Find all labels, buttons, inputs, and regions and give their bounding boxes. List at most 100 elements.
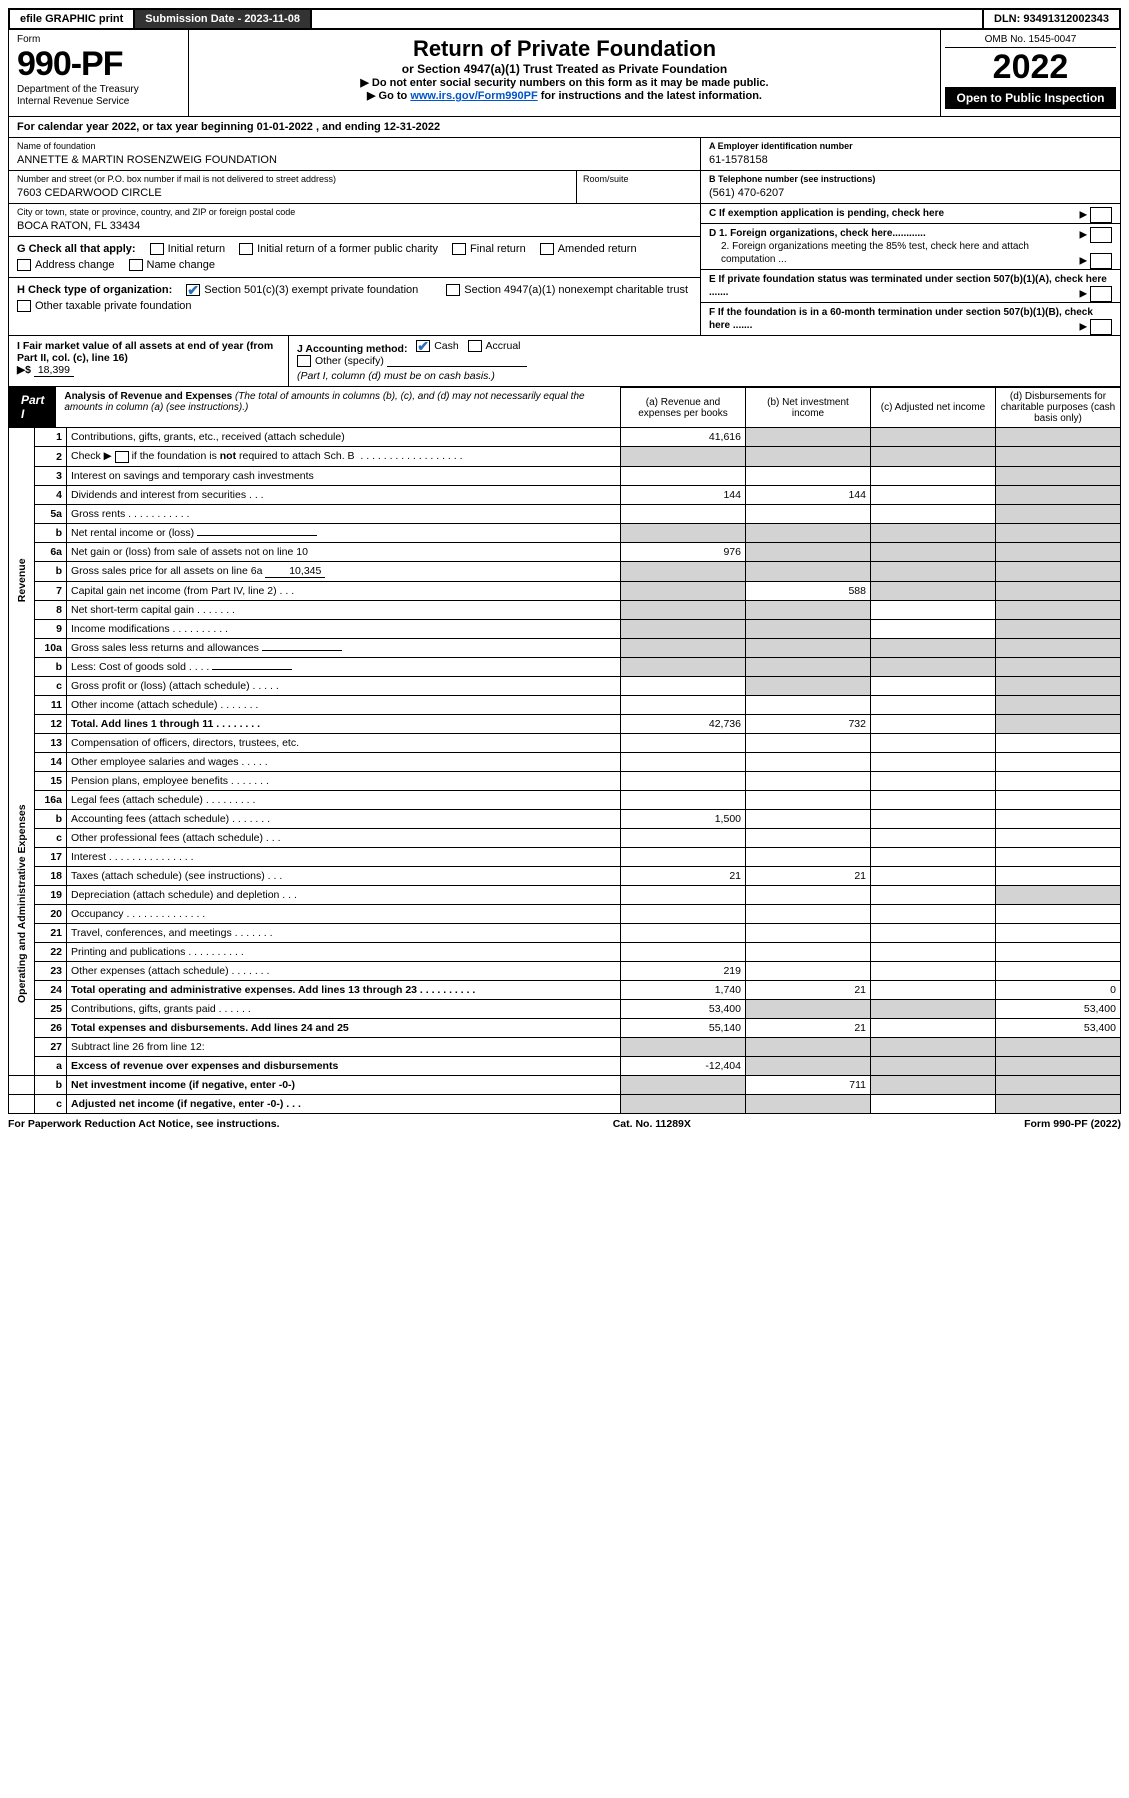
g-amended-return[interactable]: Amended return [540,243,637,255]
g-initial-return[interactable]: Initial return [150,243,225,255]
footer-left: For Paperwork Reduction Act Notice, see … [8,1118,280,1130]
foundation-name-cell: Name of foundation ANNETTE & MARTIN ROSE… [9,138,700,171]
h-other-taxable[interactable]: Other taxable private foundation [17,300,192,312]
note2-post: for instructions and the latest informat… [538,90,762,102]
tax-year: 2022 [945,48,1116,87]
row-21: 21Travel, conferences, and meetings . . … [9,923,1121,942]
row10b-input[interactable] [212,669,292,670]
e-cell: E If private foundation status was termi… [701,270,1120,303]
open-to-public: Open to Public Inspection [945,87,1116,109]
form-header: Form 990-PF Department of the Treasury I… [8,30,1121,117]
row10a-input[interactable] [262,650,342,651]
part1-header-row: Part I Analysis of Revenue and Expenses … [9,387,1121,428]
row-10a: 10a Gross sales less returns and allowan… [9,638,1121,657]
footer-mid: Cat. No. 11289X [613,1118,691,1130]
phone-label: B Telephone number (see instructions) [709,174,1112,186]
submission-date: Submission Date - 2023-11-08 [135,10,312,28]
col-d-header: (d) Disbursements for charitable purpose… [996,387,1121,428]
d1-checkbox[interactable] [1090,227,1112,243]
c-label: C If exemption application is pending, c… [709,208,944,219]
h-4947[interactable]: Section 4947(a)(1) nonexempt charitable … [446,284,688,296]
address: 7603 CEDARWOOD CIRCLE [17,186,576,200]
phone-value: (561) 470-6207 [709,186,1112,200]
d1-label: D 1. Foreign organizations, check here..… [709,228,926,239]
e-checkbox[interactable] [1090,286,1112,302]
phone-cell: B Telephone number (see instructions) (5… [701,171,1120,204]
row-27a: a Excess of revenue over expenses and di… [9,1056,1121,1075]
form-note-2: ▶ Go to www.irs.gov/Form990PF for instru… [199,89,930,102]
g-final-return[interactable]: Final return [452,243,526,255]
g-name-change[interactable]: Name change [129,259,216,271]
col-c-header: (c) Adjusted net income [871,387,996,428]
row-6a: 6a Net gain or (loss) from sale of asset… [9,542,1121,561]
row-26: 26 Total expenses and disbursements. Add… [9,1018,1121,1037]
d2-label: 2. Foreign organizations meeting the 85%… [721,241,1029,265]
row-16c: cOther professional fees (attach schedul… [9,828,1121,847]
row-1: Revenue 1 Contributions, gifts, grants, … [9,428,1121,447]
i-j-row: I Fair market value of all assets at end… [8,336,1121,387]
form-note-1: ▶ Do not enter social security numbers o… [199,76,930,89]
row5b-input[interactable] [197,535,317,536]
addr-label: Number and street (or P.O. box number if… [17,174,576,186]
g-initial-former[interactable]: Initial return of a former public charit… [239,243,438,255]
dept-irs: Internal Revenue Service [17,96,180,108]
footer-right: Form 990-PF (2022) [1024,1118,1121,1130]
f-checkbox[interactable] [1090,319,1112,335]
city-cell: City or town, state or province, country… [9,204,700,237]
f-cell: F If the foundation is in a 60-month ter… [701,303,1120,335]
d-cell: D 1. Foreign organizations, check here..… [701,224,1120,270]
row6b-value: 10,345 [265,565,325,578]
h-501c3[interactable]: Section 501(c)(3) exempt private foundat… [186,284,418,296]
form-subtitle: or Section 4947(a)(1) Trust Treated as P… [199,62,930,76]
row-15: 15Pension plans, employee benefits . . .… [9,771,1121,790]
row-12: 12 Total. Add lines 1 through 11 . . . .… [9,714,1121,733]
j-other[interactable]: Other (specify) [297,355,384,367]
instructions-link[interactable]: www.irs.gov/Form990PF [410,90,537,102]
row-16a: 16aLegal fees (attach schedule) . . . . … [9,790,1121,809]
col-b-header: (b) Net investment income [746,387,871,428]
row-4: 4 Dividends and interest from securities… [9,485,1121,504]
e-label: E If private foundation status was termi… [709,274,1107,298]
row-9: 9 Income modifications . . . . . . . . .… [9,619,1121,638]
row-11: 11 Other income (attach schedule) . . . … [9,695,1121,714]
row-8: 8 Net short-term capital gain . . . . . … [9,600,1121,619]
i-label: I Fair market value of all assets at end… [17,340,273,364]
j-cash[interactable]: Cash [416,340,459,352]
row-22: 22Printing and publications . . . . . . … [9,942,1121,961]
c-checkbox[interactable] [1090,207,1112,223]
row-25: 25Contributions, gifts, grants paid . . … [9,999,1121,1018]
calendar-year-line: For calendar year 2022, or tax year begi… [8,117,1121,138]
row-18: 18Taxes (attach schedule) (see instructi… [9,866,1121,885]
efile-label[interactable]: efile GRAPHIC print [10,10,135,28]
dept-treasury: Department of the Treasury [17,84,180,96]
row-20: 20Occupancy . . . . . . . . . . . . . . [9,904,1121,923]
i-arrow: ▶$ [17,364,31,376]
row-6b: b Gross sales price for all assets on li… [9,561,1121,581]
row2-checkbox[interactable] [115,451,129,463]
row-10b: b Less: Cost of goods sold . . . . [9,657,1121,676]
d2-checkbox[interactable] [1090,253,1112,269]
note2-pre: ▶ Go to [367,90,410,102]
row-27b: b Net investment income (if negative, en… [9,1075,1121,1094]
row-2: 2 Check ▶ if the foundation is not requi… [9,447,1121,466]
g-address-change[interactable]: Address change [17,259,115,271]
row-13: Operating and Administrative Expenses 13… [9,733,1121,752]
h-check-row: H Check type of organization: Section 50… [9,278,700,318]
room-label: Room/suite [583,174,696,186]
omb-number: OMB No. 1545-0047 [945,34,1116,48]
form-id-block: Form 990-PF Department of the Treasury I… [9,30,189,116]
j-accrual[interactable]: Accrual [468,340,521,352]
h-label: H Check type of organization: [17,284,172,296]
g-label: G Check all that apply: [17,243,136,255]
year-block: OMB No. 1545-0047 2022 Open to Public In… [940,30,1120,116]
foundation-name: ANNETTE & MARTIN ROSENZWEIG FOUNDATION [17,153,692,167]
form-title: Return of Private Foundation [199,36,930,62]
j-label: J Accounting method: [297,343,407,355]
city-value: BOCA RATON, FL 33434 [17,219,692,233]
entity-info: Name of foundation ANNETTE & MARTIN ROSE… [8,138,1121,336]
part1-label: Part I [9,387,56,427]
f-label: F If the foundation is in a 60-month ter… [709,307,1093,331]
revenue-side-label: Revenue [9,428,35,733]
j-other-input[interactable] [387,366,527,367]
row-24: 24 Total operating and administrative ex… [9,980,1121,999]
